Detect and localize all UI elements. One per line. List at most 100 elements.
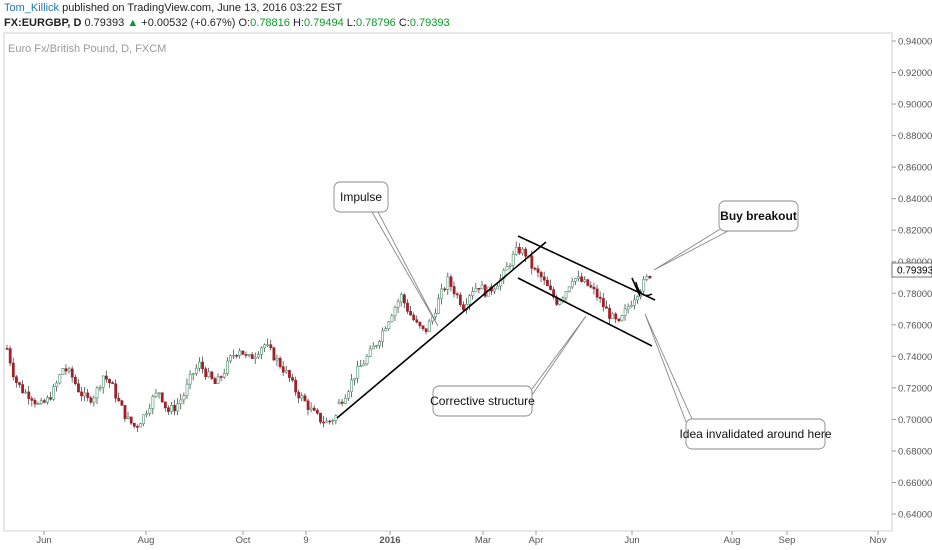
candle-body <box>455 293 459 296</box>
candle-body <box>514 246 518 255</box>
annotations[interactable]: Impulse Buy breakout Corrective structure I… <box>333 181 832 450</box>
trend-line[interactable] <box>517 277 653 347</box>
candle-body <box>235 354 239 357</box>
candle-body <box>244 354 248 356</box>
candle-body <box>83 392 87 397</box>
candle-body <box>443 288 447 291</box>
candle-body <box>592 286 596 290</box>
author-link[interactable]: Tom_Killick <box>4 2 60 14</box>
candle-body <box>368 348 372 357</box>
candle-body <box>70 368 74 378</box>
callout-box[interactable] <box>685 418 826 450</box>
candle-body <box>73 376 77 385</box>
candle-body <box>350 379 353 393</box>
callout-box[interactable] <box>718 200 799 232</box>
candle-body <box>384 328 388 332</box>
candle-body <box>291 377 294 381</box>
callout-box[interactable] <box>432 385 533 417</box>
candle-body <box>142 414 146 425</box>
candle-body <box>452 286 456 295</box>
candle-body <box>185 383 189 396</box>
trend-lines[interactable] <box>336 235 656 419</box>
candle-body <box>101 375 105 388</box>
candle-body <box>188 373 192 385</box>
candle-body <box>337 401 341 404</box>
candle-body <box>129 416 133 424</box>
candle-body <box>300 395 304 399</box>
candle-body <box>421 325 425 329</box>
candle-body <box>353 378 357 381</box>
candle-body <box>595 288 599 298</box>
candle-body <box>179 399 183 405</box>
candle-body <box>80 391 83 397</box>
candle-body <box>567 286 571 292</box>
candle-body <box>27 391 31 399</box>
candle-body <box>347 391 350 399</box>
candle-body <box>182 395 186 401</box>
price-tick-label: 0.90000 <box>898 100 932 111</box>
candle-body <box>480 284 484 290</box>
candle-body <box>371 346 375 350</box>
time-axis[interactable]: Jun Aug Oct 9 2016 Mar Apr Jun Aug Sep Nov <box>36 531 887 546</box>
candle-body <box>406 302 409 312</box>
candle-body <box>402 294 406 304</box>
candle-body <box>263 344 267 349</box>
callout-box[interactable] <box>333 181 389 213</box>
candle-body <box>42 400 46 403</box>
candle-body <box>468 295 472 305</box>
candle-body <box>493 288 496 292</box>
candle-body <box>573 278 577 282</box>
candle-body <box>294 379 298 393</box>
trend-line[interactable] <box>517 235 656 301</box>
candle-body <box>393 307 397 317</box>
candle-body <box>173 405 177 412</box>
time-tick-label: Nov <box>870 535 887 546</box>
candle-body <box>132 422 136 427</box>
candle-body <box>260 347 263 355</box>
candle-body <box>458 294 462 305</box>
candle-body <box>418 321 422 327</box>
candle-body <box>108 378 111 384</box>
price-tick-label: 0.88000 <box>898 131 932 142</box>
chart-title: Euro Fx/British Pound, D, FXCM <box>8 43 166 55</box>
candle-body <box>284 370 288 373</box>
candle-body <box>275 357 279 361</box>
candle-body <box>86 392 90 399</box>
candle-body <box>331 420 335 422</box>
candle-body <box>471 291 475 296</box>
candle-body <box>387 321 391 329</box>
change-value: +0.00532 (+0.67%) <box>141 17 236 29</box>
candle-body <box>340 401 344 404</box>
candle-body <box>30 398 34 401</box>
candle-body <box>577 276 580 279</box>
candle-body <box>229 355 232 362</box>
candle-body <box>328 420 332 423</box>
price-tick-label: 0.84000 <box>898 194 932 205</box>
callout-text: Idea invalidated around here <box>679 427 831 441</box>
candle-body <box>608 308 611 319</box>
last-price-label: 0.79393 <box>897 266 932 277</box>
candle-body <box>359 365 363 368</box>
price-axis[interactable]: 0.94000 0.92000 0.90000 0.88000 0.86000 0.840… <box>892 37 932 521</box>
candle-body <box>558 300 562 305</box>
trend-line[interactable] <box>631 277 641 297</box>
candle-body <box>117 397 121 401</box>
candle-body <box>343 397 347 404</box>
publish-line: Tom_Killick published on TradingView.com… <box>4 2 342 14</box>
candle-body <box>306 400 310 410</box>
candle-body <box>104 375 108 380</box>
low-value: 0.78796 <box>355 17 396 29</box>
candle-body <box>477 287 481 290</box>
candle-body <box>365 356 369 365</box>
candle-body <box>266 344 270 347</box>
price-tick-label: 0.68000 <box>898 446 932 457</box>
candle-body <box>521 248 524 254</box>
candle-body <box>533 267 537 270</box>
trend-line[interactable] <box>336 241 547 419</box>
breakout-arc <box>635 281 653 297</box>
candle-body <box>446 276 450 290</box>
candle-body <box>315 410 319 414</box>
candle-body <box>415 319 419 323</box>
candle-body <box>642 279 646 292</box>
